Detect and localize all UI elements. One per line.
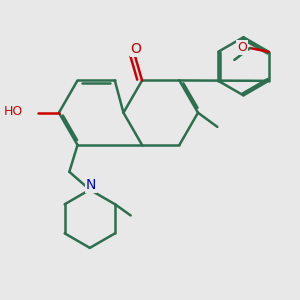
Text: HO: HO bbox=[4, 106, 23, 118]
Text: O: O bbox=[131, 42, 142, 56]
Text: N: N bbox=[86, 178, 96, 192]
Text: O: O bbox=[237, 41, 247, 54]
